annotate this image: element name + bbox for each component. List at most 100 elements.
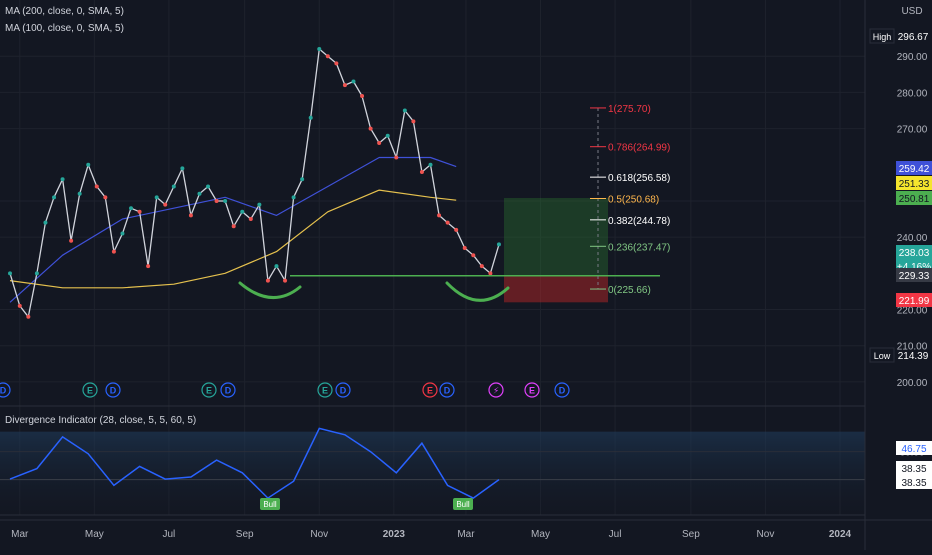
price-point (206, 184, 211, 189)
osc-badge-value: 38.35 (901, 478, 926, 489)
event-marker (524, 382, 540, 398)
time-tick-label: Jul (609, 529, 622, 540)
event-marker (317, 382, 333, 398)
divergence-legend[interactable]: Divergence Indicator (28, close, 5, 5, 6… (5, 415, 197, 426)
price-tick-label: 210.00 (897, 342, 928, 353)
price-point (223, 198, 228, 203)
price-point (231, 224, 236, 229)
price-point (308, 115, 313, 120)
price-point (257, 202, 262, 207)
price-point (154, 195, 159, 200)
time-tick-label: Mar (457, 529, 475, 540)
price-badge-value: 296.67 (898, 32, 929, 43)
price-point (471, 253, 476, 258)
event-markers: D E D E D E D E D ⚡ E D (0, 382, 570, 398)
event-marker (422, 382, 438, 398)
price-badge-sub: +4.16% (897, 262, 931, 273)
price-point (52, 195, 57, 200)
ma100-legend[interactable]: MA (100, close, 0, SMA, 5) (5, 23, 124, 34)
oscillator-line (9, 427, 500, 500)
event-marker-glyph: E (87, 386, 93, 396)
bull-badge (453, 498, 473, 510)
event-marker-glyph: D (110, 386, 117, 396)
price-point (129, 206, 134, 211)
price-line (9, 48, 500, 318)
price-line (8, 46, 501, 319)
price-tick-label: 290.00 (897, 52, 928, 63)
fib-retracement: 1(275.70) 0.786(264.99) 0.618(256.58) 0.5(2… (590, 104, 670, 296)
price-tick-label: 220.00 (897, 306, 928, 317)
price-point (26, 314, 31, 319)
price-point (163, 202, 168, 207)
price-point (479, 264, 484, 269)
price-point (240, 209, 245, 214)
time-tick-label: Sep (682, 529, 700, 540)
price-point (445, 220, 450, 225)
price-point (17, 303, 22, 308)
fib-level-label: 0.786(264.99) (608, 143, 670, 154)
event-marker-glyph: E (529, 386, 535, 396)
event-marker (0, 382, 11, 398)
price-point (43, 220, 48, 225)
price-point (360, 94, 365, 98)
price-point (488, 271, 493, 276)
event-marker (335, 382, 351, 398)
annotations (238, 275, 660, 302)
price-point (419, 170, 424, 174)
time-tick-label: May (531, 529, 550, 540)
event-marker-glyph: ⚡ (493, 386, 499, 396)
price-badge-value: 214.39 (898, 351, 929, 362)
moving-averages (9, 156, 457, 303)
ma200-legend[interactable]: MA (200, close, 0, SMA, 5) (5, 6, 124, 17)
price-badge-value: 238.03 (899, 248, 930, 259)
badge-tag (869, 347, 895, 363)
price-point (120, 231, 125, 236)
badge-tag (869, 28, 895, 44)
ma200-line (9, 189, 457, 289)
price-point (342, 83, 347, 88)
price-point (137, 209, 142, 214)
price-badge-value: 250.81 (899, 194, 930, 205)
currency-label: USD (901, 6, 922, 17)
badge-tag-label: High (873, 32, 892, 42)
fib-level-label: 0.236(237.47) (608, 242, 670, 253)
price-point (325, 54, 330, 59)
price-point (411, 119, 416, 124)
time-tick-label: Nov (757, 529, 775, 540)
osc-badge (896, 441, 932, 455)
ma100-line (9, 156, 457, 303)
price-point (8, 271, 12, 276)
time-tick-label: Jul (163, 529, 176, 540)
price-point (317, 46, 322, 51)
event-marker (82, 382, 98, 398)
price-point (86, 162, 91, 167)
event-marker (488, 382, 504, 398)
osc-band (0, 431, 865, 515)
event-marker (439, 382, 455, 398)
price-point (496, 242, 501, 247)
price-point (77, 191, 82, 196)
price-point (428, 162, 433, 167)
price-point (437, 213, 442, 218)
oscillator: Bull Bull (0, 427, 865, 516)
trade-zones (504, 198, 608, 303)
fib-level-label: 0.382(244.78) (608, 216, 670, 227)
price-tick-label: 280.00 (897, 88, 928, 99)
price-point (171, 184, 176, 189)
osc-badge-value: 46.75 (901, 444, 926, 455)
osc-badge-value: 38.35 (901, 464, 926, 475)
time-tick-label: 2024 (829, 529, 852, 540)
event-marker (220, 382, 236, 398)
price-point (188, 213, 193, 218)
osc-badge (896, 475, 932, 489)
event-marker-glyph: E (206, 386, 212, 396)
price-badge-value: 259.42 (899, 164, 930, 175)
price-badge-value: 229.33 (899, 271, 930, 282)
price-badge-value: 251.33 (899, 179, 930, 190)
price-point (111, 249, 116, 254)
price-point (103, 195, 108, 200)
price-point (300, 177, 305, 182)
